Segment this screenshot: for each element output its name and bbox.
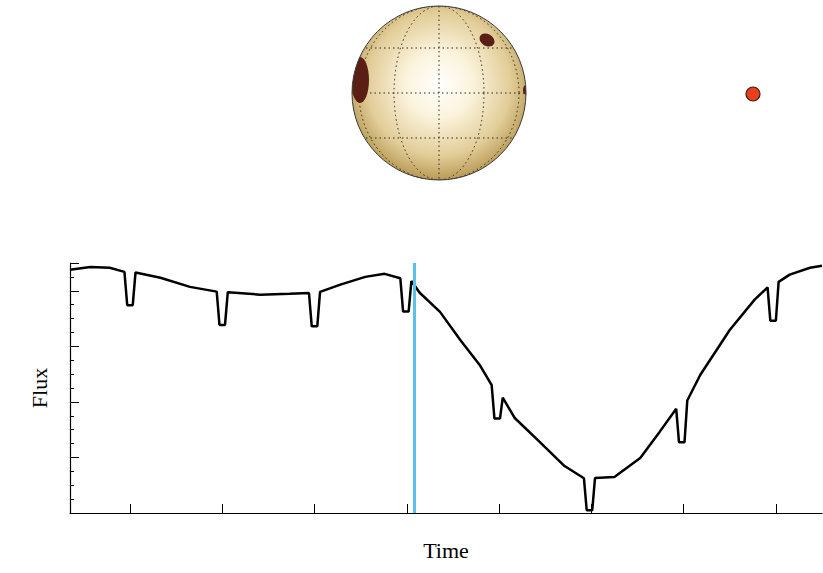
svg-text:Time: Time [423,538,469,563]
svg-text:Flux: Flux [27,368,52,408]
